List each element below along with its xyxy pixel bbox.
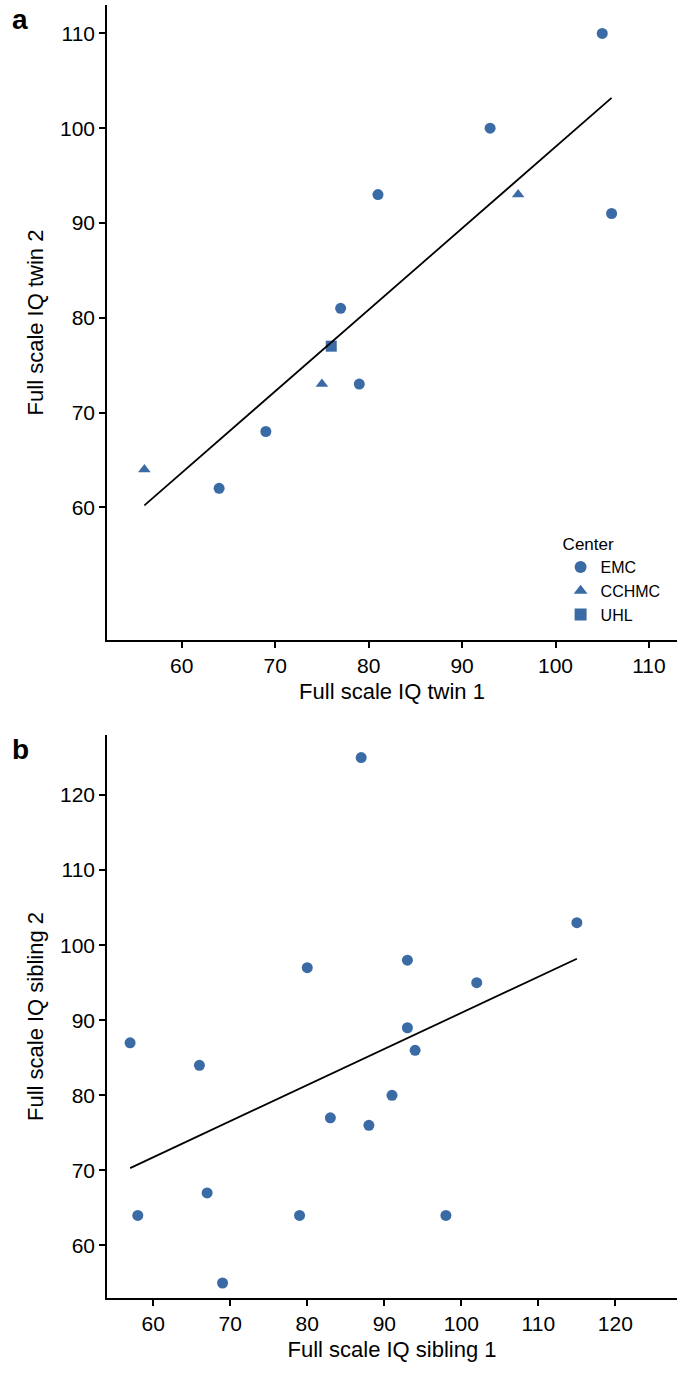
svg-text:80: 80 <box>357 654 380 677</box>
svg-text:100: 100 <box>444 1312 479 1335</box>
svg-text:70: 70 <box>219 1312 242 1335</box>
svg-text:CCHMC: CCHMC <box>601 583 661 600</box>
svg-text:80: 80 <box>296 1312 319 1335</box>
svg-text:a: a <box>12 4 28 35</box>
svg-text:Full scale IQ twin 1: Full scale IQ twin 1 <box>299 679 485 704</box>
svg-text:70: 70 <box>72 401 95 424</box>
svg-text:Full scale IQ twin 2: Full scale IQ twin 2 <box>23 230 48 416</box>
svg-text:110: 110 <box>62 858 95 881</box>
svg-text:90: 90 <box>450 654 473 677</box>
svg-text:110: 110 <box>522 1312 555 1335</box>
svg-text:110: 110 <box>632 654 665 677</box>
svg-text:60: 60 <box>170 654 193 677</box>
svg-text:UHL: UHL <box>601 607 633 624</box>
svg-text:90: 90 <box>373 1312 396 1335</box>
svg-text:100: 100 <box>538 654 573 677</box>
svg-text:80: 80 <box>72 306 95 329</box>
svg-text:90: 90 <box>72 1009 95 1032</box>
svg-text:Full scale IQ sibling 1: Full scale IQ sibling 1 <box>287 1337 496 1362</box>
svg-text:Full scale IQ sibling 2: Full scale IQ sibling 2 <box>23 912 48 1121</box>
svg-text:100: 100 <box>60 934 95 957</box>
svg-text:EMC: EMC <box>601 559 637 576</box>
svg-text:100: 100 <box>60 117 95 140</box>
svg-text:60: 60 <box>142 1312 165 1335</box>
svg-text:70: 70 <box>72 1159 95 1182</box>
svg-text:120: 120 <box>60 783 95 806</box>
svg-text:110: 110 <box>62 22 95 45</box>
svg-text:60: 60 <box>72 1234 95 1257</box>
svg-text:60: 60 <box>72 496 95 519</box>
svg-text:70: 70 <box>264 654 287 677</box>
svg-text:120: 120 <box>598 1312 633 1335</box>
svg-text:80: 80 <box>72 1084 95 1107</box>
svg-text:b: b <box>12 734 29 765</box>
svg-text:Center: Center <box>563 535 614 554</box>
svg-text:90: 90 <box>72 211 95 234</box>
